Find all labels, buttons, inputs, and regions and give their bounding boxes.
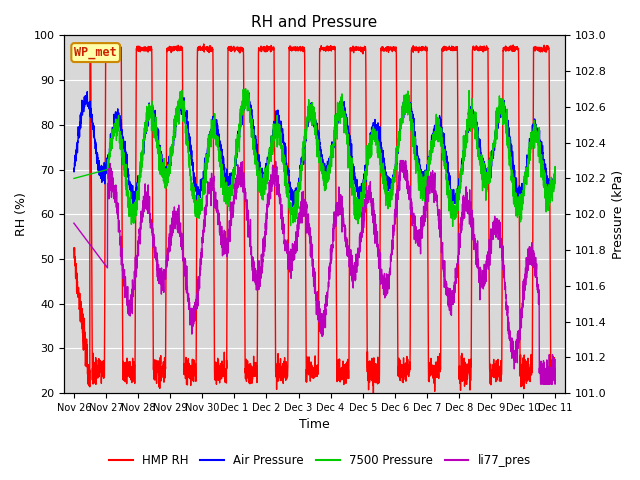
- Text: WP_met: WP_met: [74, 46, 117, 59]
- Y-axis label: Pressure (kPa): Pressure (kPa): [612, 169, 625, 259]
- Legend: HMP RH, Air Pressure, 7500 Pressure, li77_pres: HMP RH, Air Pressure, 7500 Pressure, li7…: [104, 449, 536, 472]
- X-axis label: Time: Time: [299, 419, 330, 432]
- Y-axis label: RH (%): RH (%): [15, 192, 28, 236]
- Title: RH and Pressure: RH and Pressure: [252, 15, 378, 30]
